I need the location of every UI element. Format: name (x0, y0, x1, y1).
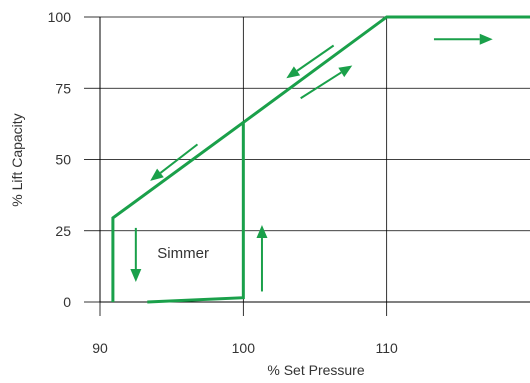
series-line-1 (111, 121, 245, 302)
x-tick-label-90: 90 (92, 340, 108, 356)
x-axis-label: % Set Pressure (267, 362, 364, 378)
direction-arrow-head-2 (286, 66, 301, 79)
y-tick-label-0: 0 (63, 294, 71, 310)
direction-arrow-head-5 (130, 269, 142, 283)
annotation-simmer: Simmer (157, 245, 209, 262)
y-tick-label-50: 50 (55, 152, 71, 168)
direction-arrow-0 (256, 225, 268, 292)
y-tick-label-25: 25 (55, 223, 71, 239)
direction-arrow-3 (433, 33, 493, 45)
direction-arrow-head-4 (150, 168, 164, 181)
x-tick-label-110: 110 (376, 340, 399, 356)
direction-arrow-4 (150, 143, 199, 181)
direction-arrows (130, 33, 493, 292)
y-axis-label: % Lift Capacity (9, 113, 25, 206)
direction-arrow-head-3 (479, 33, 493, 45)
direction-arrow-2 (286, 44, 335, 79)
axes (84, 16, 530, 316)
direction-arrow-5 (130, 227, 142, 283)
direction-arrow-1 (300, 65, 353, 100)
annotations: Simmer (157, 245, 209, 262)
series-lines (111, 15, 530, 304)
direction-arrow-shaft-4 (159, 143, 199, 174)
direction-arrow-shaft-1 (300, 71, 342, 100)
x-tick-label-100: 100 (232, 340, 256, 356)
direction-arrow-head-0 (256, 225, 268, 239)
direction-arrow-shaft-2 (296, 44, 335, 72)
y-tick-label-75: 75 (55, 80, 71, 96)
direction-arrow-head-1 (338, 65, 353, 78)
tick-labels: 0 25 50 75 100 90 100 110 (48, 9, 398, 356)
y-tick-label-100: 100 (48, 9, 72, 25)
